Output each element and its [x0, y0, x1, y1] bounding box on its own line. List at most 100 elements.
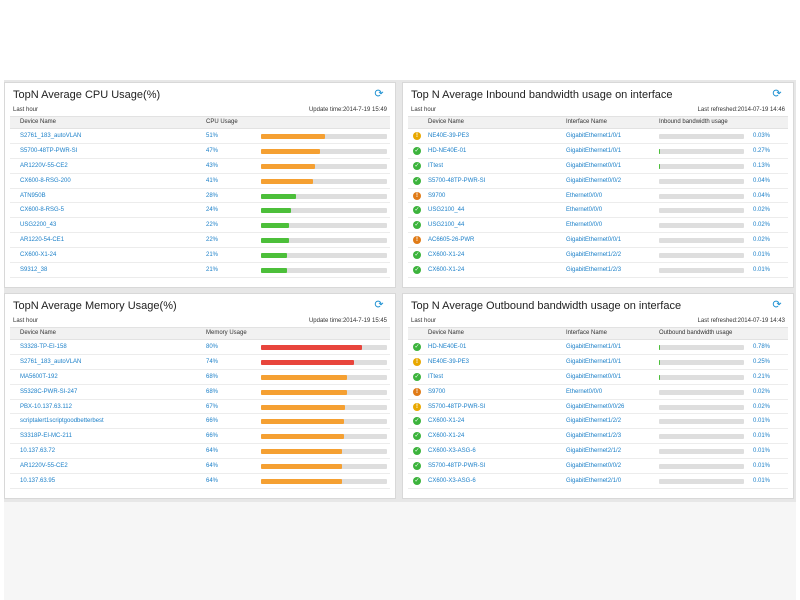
interface-name-link[interactable]: GigabitEthernet0/0/2 [566, 177, 622, 184]
usage-value: 0.25% [753, 358, 771, 365]
interface-name-link[interactable]: Ethernet0/0/0 [566, 207, 603, 214]
interface-name-link[interactable]: Ethernet0/0/0 [566, 192, 603, 199]
interface-name-link[interactable]: GigabitEthernet1/2/2 [566, 418, 622, 425]
device-name-link[interactable]: PBX-10.137.63.112 [20, 403, 72, 410]
interface-name-link[interactable]: Ethernet0/0/0 [566, 388, 603, 395]
panel-title: Top N Average Outbound bandwidth usage o… [411, 300, 682, 312]
usage-bar [261, 345, 387, 350]
interface-name-link[interactable]: GigabitEthernet1/2/2 [566, 252, 622, 259]
device-name-link[interactable]: S9700 [428, 192, 446, 199]
device-name-link[interactable]: CX600-X1-24 [428, 418, 465, 425]
table-row: ✓ ITtest GigabitEthernet0/0/1 0.21% [408, 370, 788, 385]
interface-name-link[interactable]: GigabitEthernet2/1/2 [566, 448, 622, 455]
usage-value: 21% [206, 252, 219, 259]
usage-value: 0.02% [753, 403, 771, 410]
device-name-link[interactable]: S9700 [428, 388, 446, 395]
status-minor-alarm-icon: ! [413, 191, 421, 200]
device-name-link[interactable]: HD-NE40E-01 [428, 344, 467, 350]
device-name-link[interactable]: AR1220-54-CE1 [20, 237, 65, 244]
status-normal-icon: ✓ [413, 176, 421, 185]
device-name-link[interactable]: NE40E-39-PE3 [428, 358, 470, 365]
table-body: S3328-TP-EI-158 80% S2761_183_autoVLAN 74% M… [10, 340, 390, 489]
device-name-link[interactable]: S2761_183_autoVLAN [20, 133, 82, 139]
usage-bar [659, 419, 744, 425]
status-warning-icon: ! [413, 132, 421, 140]
table-header: Device Name Interface Name Inbound bandw… [408, 116, 788, 129]
interface-name-link[interactable]: GigabitEthernet1/0/1 [566, 133, 622, 139]
device-name-link[interactable]: S2761_183_autoVLAN [20, 358, 82, 365]
device-name-link[interactable]: CX600-X3-ASG-6 [428, 448, 476, 455]
device-name-link[interactable]: S5328C-PWR-SI-247 [20, 388, 78, 395]
usage-value: 0.04% [753, 192, 771, 199]
interface-name-link[interactable]: GigabitEthernet0/0/1 [566, 373, 622, 380]
usage-value: 80% [206, 344, 219, 350]
usage-bar [659, 449, 744, 455]
device-name-link[interactable]: AR1220V-55-CE2 [20, 162, 68, 169]
interface-name-link[interactable]: GigabitEthernet1/2/3 [566, 267, 622, 274]
device-name-link[interactable]: S5700-48TP-PWR-SI [428, 177, 486, 184]
device-name-link[interactable]: CX600-X1-24 [428, 252, 465, 259]
device-name-link[interactable]: HD-NE40E-01 [428, 147, 467, 154]
device-name-link[interactable]: ITtest [428, 373, 444, 380]
refresh-icon[interactable]: ⟳ [772, 88, 782, 100]
refresh-icon[interactable]: ⟳ [772, 299, 782, 311]
usage-bar [261, 163, 387, 169]
interface-name-link[interactable]: GigabitEthernet1/0/1 [566, 344, 622, 350]
usage-bar-fill [261, 404, 346, 410]
device-name-link[interactable]: AC6605-26-PWR [428, 237, 475, 244]
interface-name-link[interactable]: GigabitEthernet0/0/26 [566, 403, 625, 410]
device-name-link[interactable]: USG2100_44 [428, 222, 465, 229]
device-name-link[interactable]: S5700-48TP-PWR-SI [428, 403, 486, 410]
status-minor-alarm-icon: ! [413, 387, 421, 396]
device-name-link[interactable]: S5700-48TP-PWR-SI [20, 147, 78, 154]
device-name-link[interactable]: CX600-8-RSG-200 [20, 177, 71, 184]
device-name-link[interactable]: S3328-TP-EI-158 [20, 344, 67, 350]
interface-name-link[interactable]: GigabitEthernet1/0/1 [566, 147, 622, 154]
usage-bar [659, 434, 744, 440]
usage-bar [261, 268, 387, 274]
interface-name-link[interactable]: GigabitEthernet0/0/2 [566, 463, 622, 470]
refresh-icon[interactable]: ⟳ [374, 88, 384, 100]
device-name-link[interactable]: AR1220V-55-CE2 [20, 463, 68, 470]
usage-bar-fill [261, 345, 362, 350]
device-name-link[interactable]: CX600-X1-24 [428, 267, 465, 274]
usage-bar [261, 434, 387, 440]
column-interface-name: Interface Name [566, 119, 608, 125]
usage-value: 0.01% [753, 267, 771, 274]
device-name-link[interactable]: USG2200_43 [20, 222, 57, 229]
device-name-link[interactable]: CX600-8-RSG-5 [20, 207, 65, 214]
device-name-link[interactable]: ITtest [428, 162, 444, 169]
device-name-link[interactable]: 10.137.63.72 [20, 448, 56, 455]
status-warning-icon: ! [413, 402, 421, 411]
table-body: ! NE40E-39-PE3 GigabitEthernet1/0/1 0.03% ✓ H… [408, 129, 788, 278]
interface-name-link[interactable]: GigabitEthernet1/0/1 [566, 358, 622, 365]
time-period: Last hour [411, 107, 437, 113]
device-name-link[interactable]: S3318P-EI-MC-211 [20, 433, 72, 440]
usage-value: 43% [206, 162, 219, 169]
column-device-name: Device Name [20, 119, 57, 125]
interface-name-link[interactable]: GigabitEthernet1/2/3 [566, 433, 622, 440]
device-name-link[interactable]: S9312_38 [20, 267, 48, 274]
device-name-link[interactable]: scriptalert1scriptgoodbetterbest [20, 418, 104, 425]
interface-name-link[interactable]: GigabitEthernet0/0/1 [566, 162, 622, 169]
device-name-link[interactable]: USG2100_44 [428, 207, 465, 214]
device-name-link[interactable]: CX600-X3-ASG-6 [428, 478, 476, 485]
interface-name-link[interactable]: Ethernet0/0/0 [566, 222, 603, 229]
device-name-link[interactable]: MA5600T-192 [20, 373, 58, 380]
usage-bar [261, 359, 387, 365]
table-row: ✓ CX600-X3-ASG-6 GigabitEthernet2/1/2 0.01% [408, 444, 788, 460]
device-name-link[interactable]: CX600-X1-24 [20, 252, 57, 259]
table-row: ✓ CX600-X1-24 GigabitEthernet1/2/2 0.01% [408, 414, 788, 430]
usage-value: 24% [206, 207, 219, 214]
usage-bar [261, 389, 387, 395]
device-name-link[interactable]: NE40E-39-PE3 [428, 133, 470, 139]
device-name-link[interactable]: S5700-48TP-PWR-SI [428, 463, 486, 470]
usage-bar-fill [261, 268, 288, 274]
device-name-link[interactable]: ATN950B [20, 192, 46, 199]
interface-name-link[interactable]: GigabitEthernet0/0/1 [566, 237, 622, 244]
table-body: ✓ HD-NE40E-01 GigabitEthernet1/0/1 0.78%! NE… [408, 340, 788, 489]
device-name-link[interactable]: 10.137.63.95 [20, 478, 56, 485]
interface-name-link[interactable]: GigabitEthernet2/1/0 [566, 478, 622, 485]
device-name-link[interactable]: CX600-X1-24 [428, 433, 465, 440]
refresh-icon[interactable]: ⟳ [374, 299, 384, 311]
